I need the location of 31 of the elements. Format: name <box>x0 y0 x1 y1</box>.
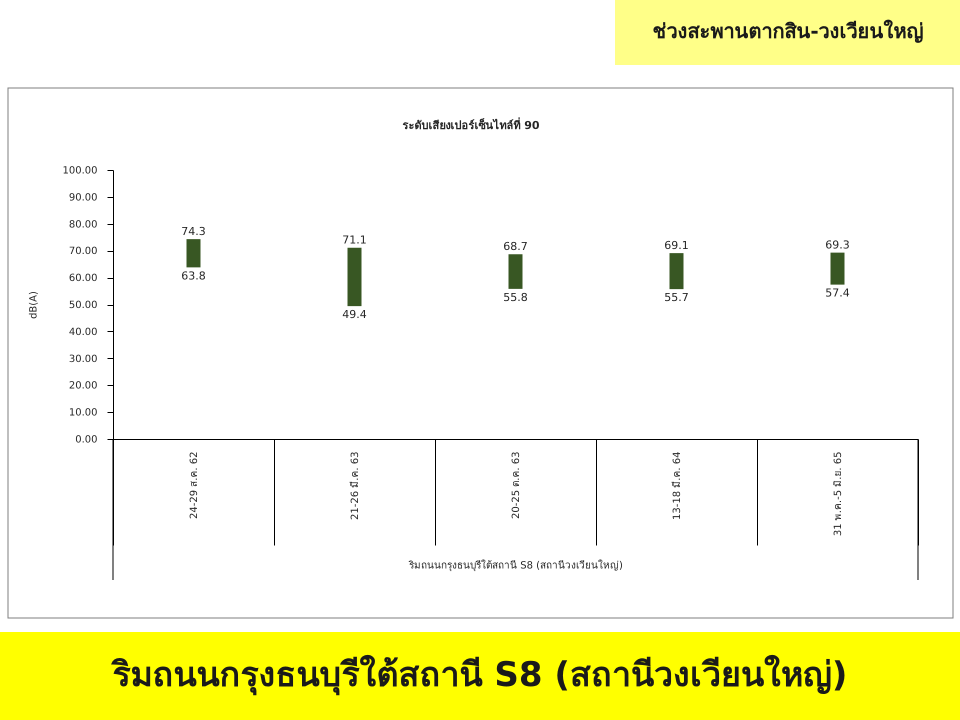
x-tick-label: 21-26 มี.ค. 63 <box>349 452 361 520</box>
y-tick-label: 30.00 <box>68 354 98 365</box>
annotation: 57.4 <box>825 286 850 300</box>
x-tick-label: 24-29 ส.ค. 62 <box>189 452 200 519</box>
annotation: 55.8 <box>503 290 528 304</box>
annotation: 63.8 <box>181 269 206 282</box>
annotation: 69.3 <box>825 238 850 252</box>
annotation: 69.1 <box>664 239 689 252</box>
annotation: 74.3 <box>181 225 206 238</box>
chart-title: ระดับเสียงเปอร์เซ็นไทล์ที่ 90 <box>402 117 540 132</box>
annotation: 71.1 <box>342 234 367 247</box>
y-tick-label: 20.00 <box>68 380 98 392</box>
y-tick-label: 0.00 <box>75 434 98 446</box>
annotation: 49.4 <box>342 308 367 322</box>
text: ช่วงสะพานตากสิน-วงเวียนใหญ่ <box>652 19 924 43</box>
x-tick-label: 13-18 มี.ค. 64 <box>671 452 683 520</box>
y-axis-title: dB(A) <box>28 290 40 319</box>
y-tick-label: 60.00 <box>68 273 98 284</box>
y-tick-label: 80.00 <box>68 219 98 230</box>
annotation: 55.7 <box>664 291 689 304</box>
text: ริมถนนกรุงธนบุรีใต้สถานี S8 (สถานีวงเวียนใหญ่) <box>110 654 848 696</box>
x-axis-title: ริมถนนกรุงธนบุรีใต้สถานี S8 (สถานีวงเวียนใหญ่) <box>408 560 624 572</box>
y-tick-label: 50.00 <box>68 300 98 311</box>
y-tick-label: 70.00 <box>68 246 98 258</box>
y-tick-label: 100.00 <box>62 166 98 176</box>
y-tick-label: 10.00 <box>68 408 98 419</box>
x-tick-label: 20-25 ต.ค. 63 <box>511 452 522 519</box>
annotation: 68.7 <box>503 240 528 254</box>
y-tick-label: 40.00 <box>68 326 98 338</box>
y-tick-label: 90.00 <box>68 192 98 204</box>
x-tick-label: 31 พ.ค.-5 มิ.ย. 65 <box>833 452 844 536</box>
